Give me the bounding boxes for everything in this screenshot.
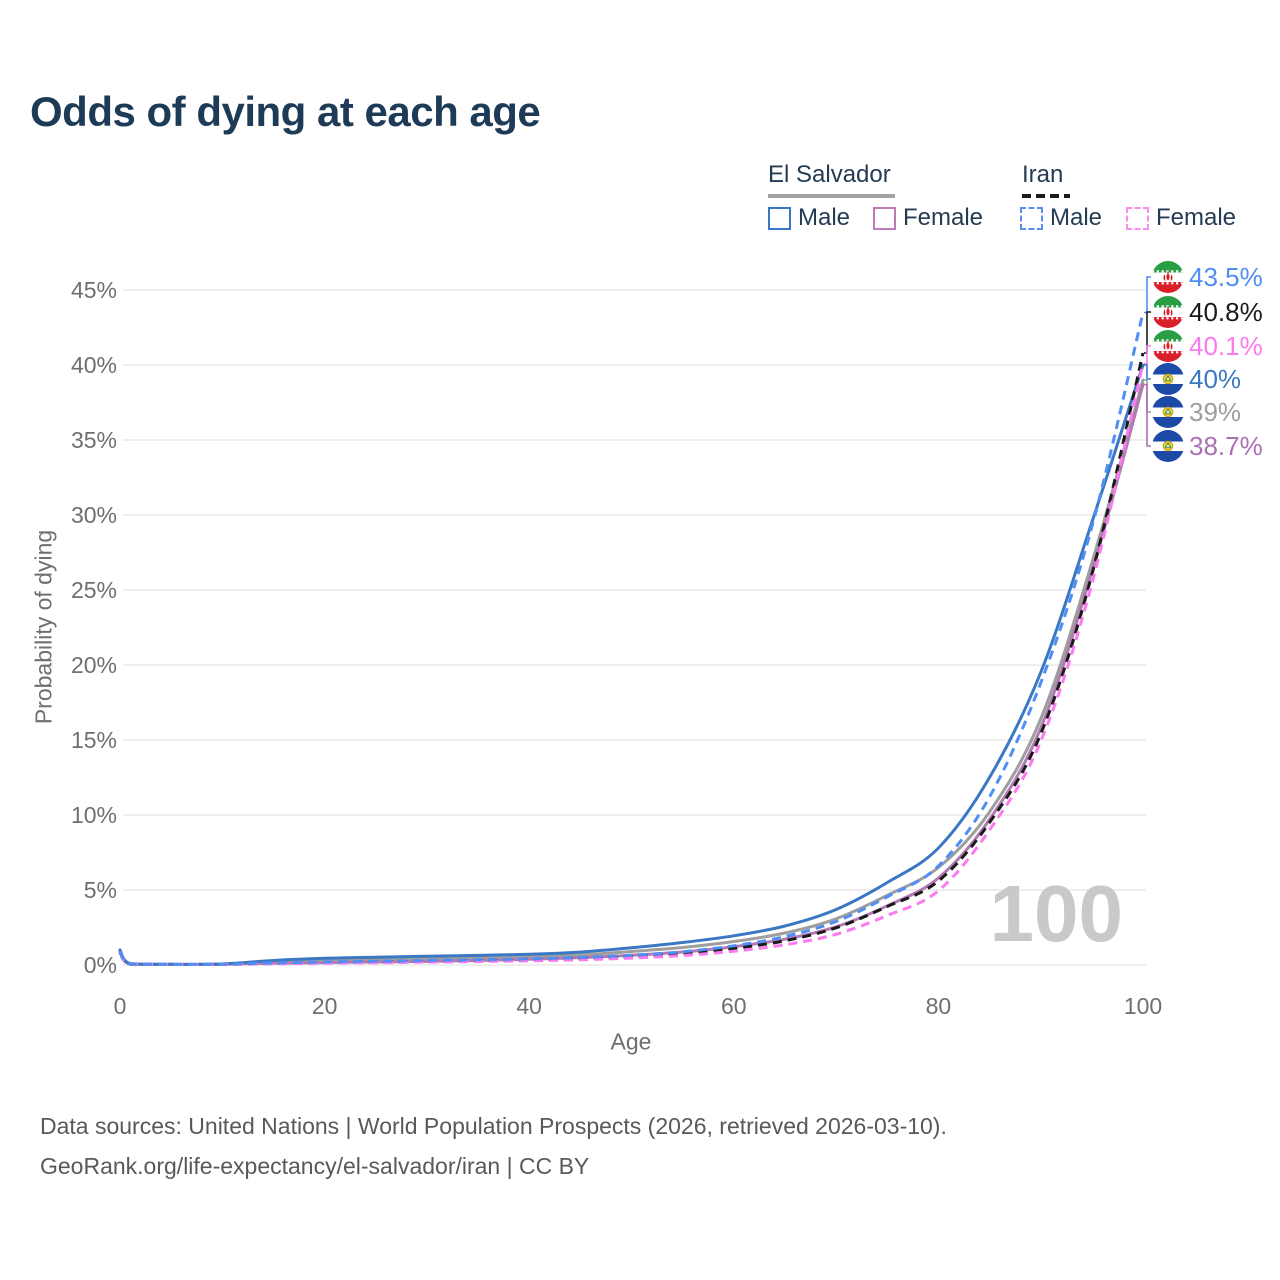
y-tick-label: 45% (70, 277, 117, 303)
end-label-connector-el-salvador-female (1144, 383, 1151, 447)
x-tick-label: 80 (925, 993, 952, 1019)
legend-item-label: Female (1156, 204, 1237, 231)
legend-group-iran: Iran (1022, 161, 1064, 188)
el-salvador-flag-icon (1152, 396, 1184, 428)
end-label-value: 40.8% (1189, 296, 1263, 327)
x-tick-label: 100 (1123, 993, 1163, 1019)
checkbox-icon (768, 206, 791, 230)
end-label-connector-iran-female (1144, 345, 1151, 365)
checkbox-icon (1126, 206, 1149, 230)
end-label-el-salvador-male: 40% (1152, 363, 1241, 395)
x-axis-title: Age (610, 1028, 652, 1055)
el-salvador-flag-icon (1152, 363, 1184, 395)
x-tick-label: 40 (516, 993, 542, 1019)
iran-flag-icon (1152, 330, 1184, 362)
y-tick-label: 35% (70, 427, 117, 453)
y-tick-label: 30% (70, 502, 117, 528)
y-tick-label: 0% (83, 952, 117, 978)
el-salvador-flag-icon (1152, 430, 1184, 462)
end-label-value: 39% (1189, 396, 1242, 427)
y-tick-label: 20% (70, 652, 117, 678)
x-tick-label: 60 (721, 993, 747, 1019)
legend-item-label: Male (798, 204, 851, 231)
end-label-iran-female: 40.1% (1152, 330, 1263, 362)
iran-flag-icon (1152, 296, 1184, 328)
legend-item-el-salvador-male[interactable]: Male (768, 204, 850, 232)
end-label-value: 40.1% (1189, 330, 1263, 361)
legend-item-iran-male[interactable]: Male (1020, 204, 1102, 232)
y-tick-label: 5% (83, 877, 117, 903)
end-label-value: 40% (1189, 363, 1242, 394)
y-tick-label: 15% (70, 727, 117, 753)
chart-title: Odds of dying at each age (30, 88, 541, 135)
y-tick-label: 25% (70, 577, 117, 603)
legend-item-iran-female[interactable]: Female (1126, 204, 1236, 232)
end-label-el-salvador-female: 38.7% (1152, 430, 1263, 462)
legend-group-el-salvador: El Salvador (768, 161, 891, 188)
end-label-el-salvador-both-sexes: 39% (1152, 396, 1241, 428)
legend-item-label: Male (1050, 204, 1103, 231)
end-label-connector-iran-both-sexes (1144, 311, 1151, 354)
iran-dashed-line-swatch (1022, 194, 1070, 198)
y-tick-label: 10% (70, 802, 117, 828)
series-line-el-salvador-male (118, 363, 1145, 966)
age-watermark: 100 (990, 869, 1123, 958)
x-tick-label: 20 (311, 993, 338, 1019)
checkbox-icon (1020, 206, 1043, 230)
end-label-value: 38.7% (1189, 430, 1263, 461)
legend-item-el-salvador-female[interactable]: Female (873, 204, 983, 232)
end-label-iran-both-sexes: 40.8% (1152, 296, 1263, 328)
end-label-value: 43.5% (1189, 261, 1263, 292)
series-line-iran-male (118, 312, 1145, 966)
x-tick-label: 0 (113, 993, 127, 1019)
legend-item-label: Female (903, 204, 984, 231)
data-source-line: Data sources: United Nations | World Pop… (40, 1113, 947, 1139)
end-label-iran-male: 43.5% (1152, 261, 1263, 293)
attribution-line: GeoRank.org/life-expectancy/el-salvador/… (40, 1153, 590, 1179)
y-tick-label: 40% (70, 352, 117, 378)
el-salvador-solid-line-swatch (768, 194, 895, 198)
source-footer: Data sources: United Nations | World Pop… (40, 1106, 1250, 1186)
iran-flag-icon (1152, 261, 1184, 293)
end-label-connector-el-salvador-male (1144, 364, 1151, 380)
checkbox-icon (873, 206, 896, 230)
y-axis-title: Probability of dying (30, 529, 57, 725)
end-label-connector-iran-male (1144, 276, 1151, 314)
